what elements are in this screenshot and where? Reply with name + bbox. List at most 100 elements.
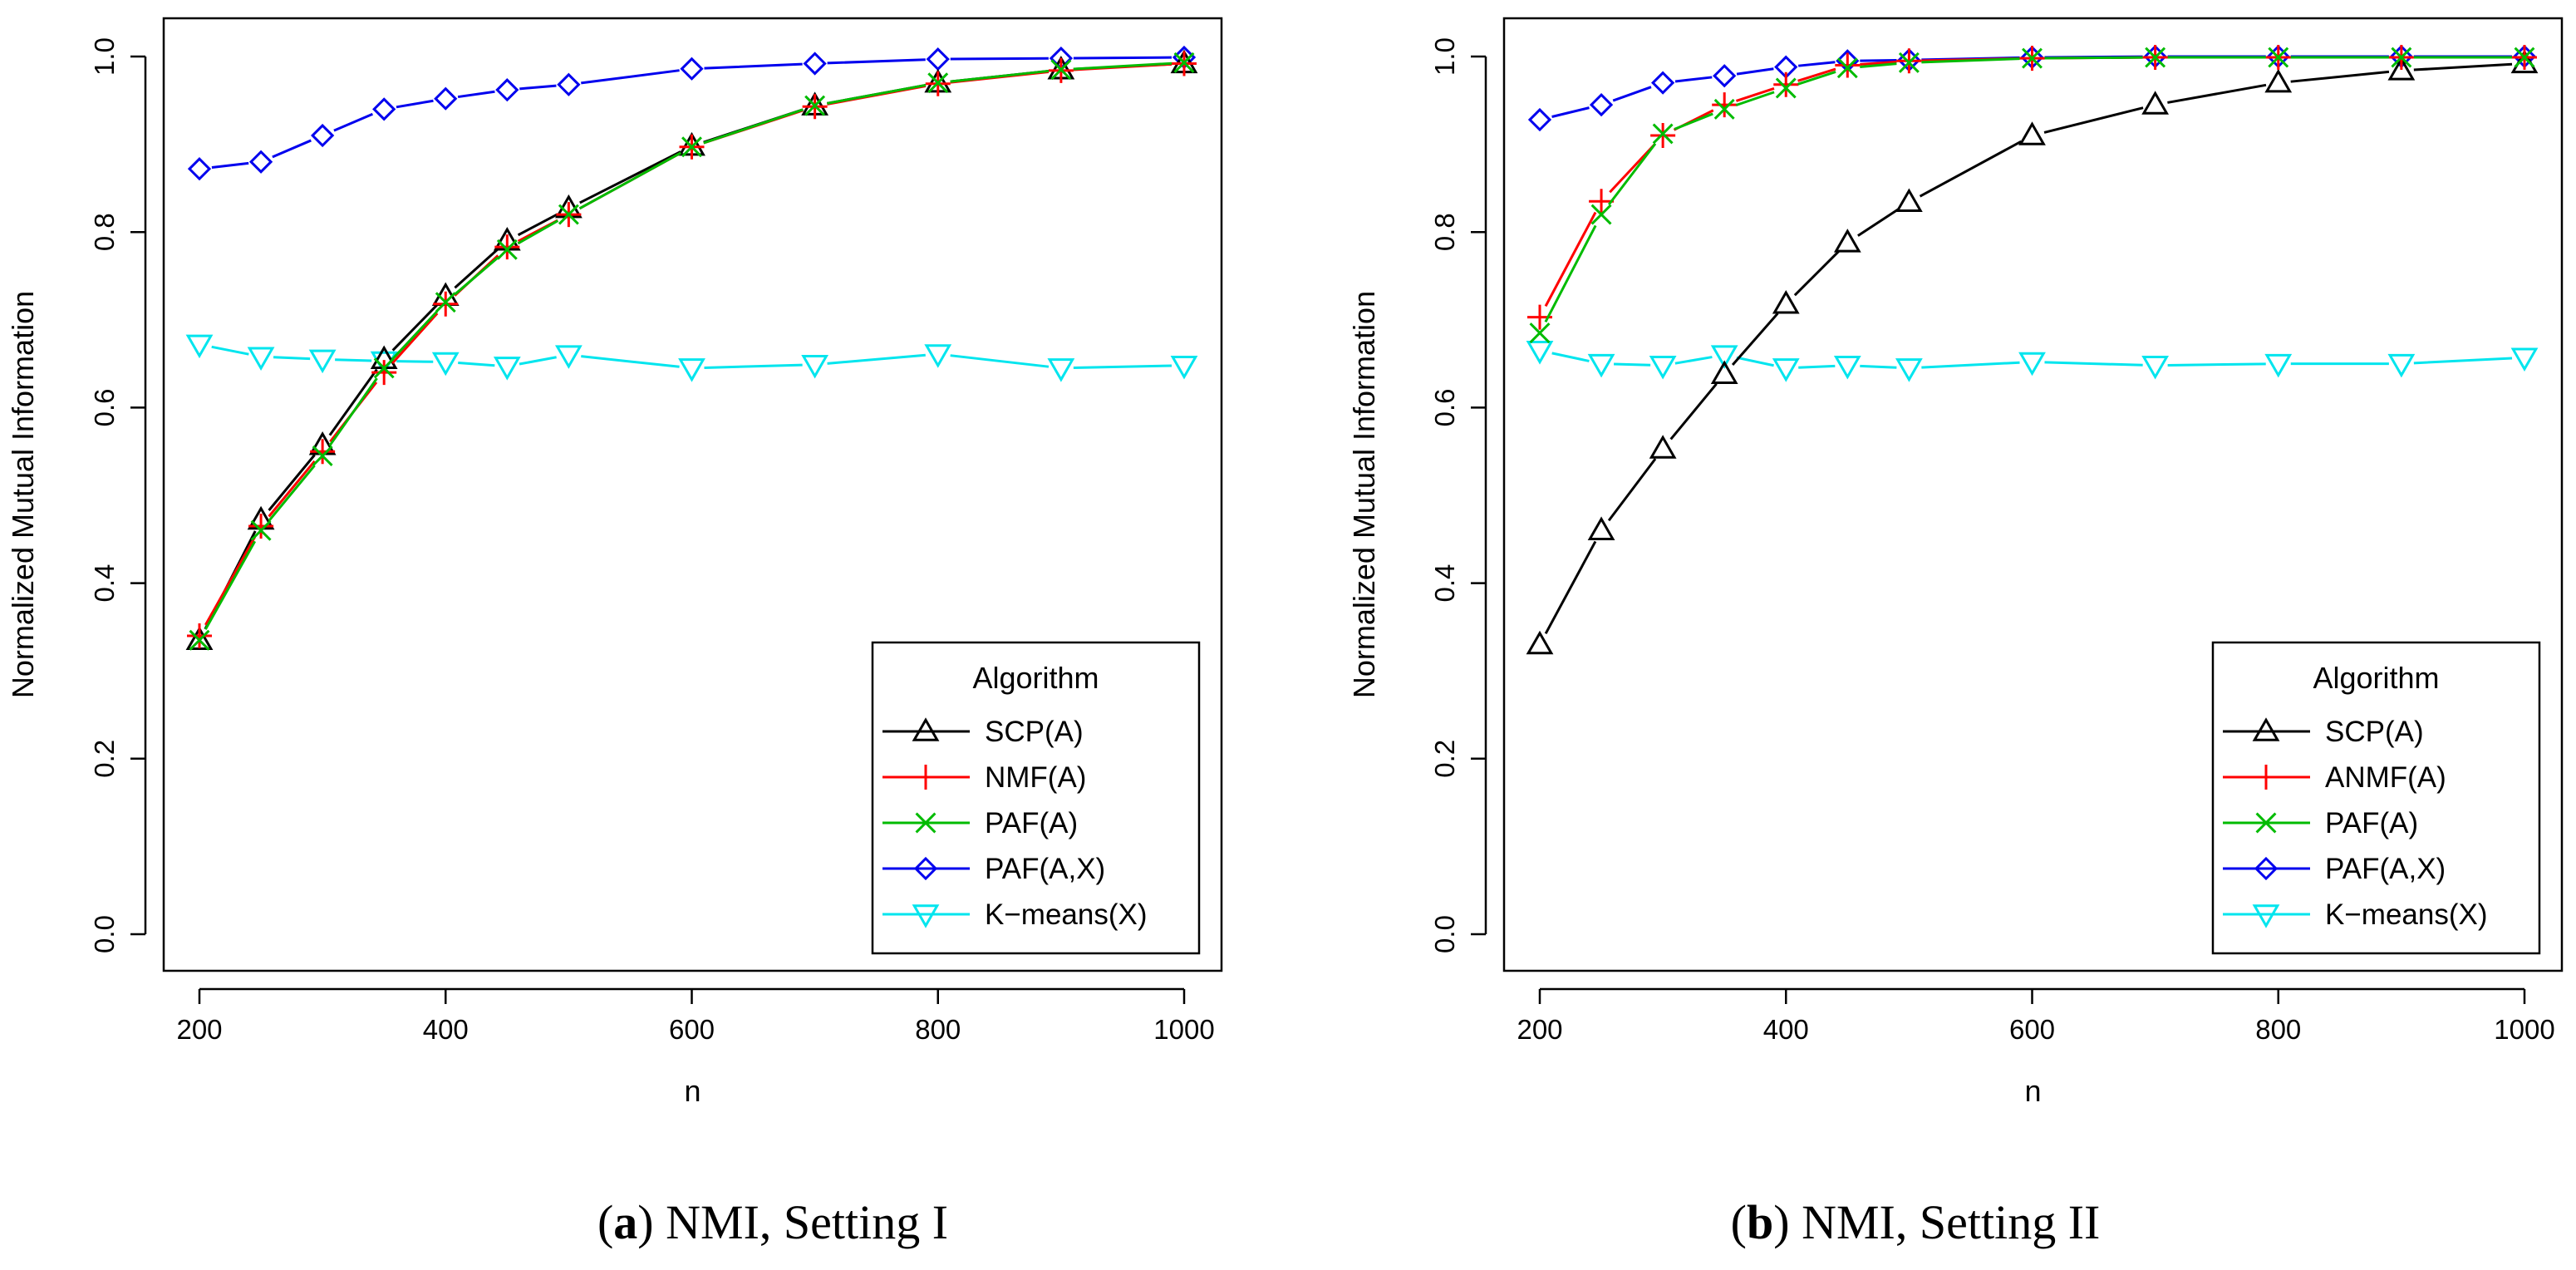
data-point — [434, 86, 458, 111]
legend-item: PAF(A,X) — [882, 853, 1105, 885]
data-point — [248, 513, 274, 539]
legend-label: PAF(A,X) — [985, 853, 1105, 885]
data-point — [2018, 121, 2046, 145]
data-point — [1772, 289, 1800, 314]
data-point — [1649, 435, 1677, 459]
data-point — [2264, 353, 2293, 378]
series-SCP(A) — [1526, 49, 2539, 655]
series-NMF(A) — [187, 51, 1197, 648]
data-point — [496, 239, 518, 260]
series-line — [211, 56, 1172, 169]
data-point — [1587, 353, 1615, 378]
data-point — [1652, 123, 1674, 145]
data-point — [1836, 57, 1858, 79]
caption-letter: a — [613, 1195, 637, 1249]
plot-frame — [162, 17, 1223, 972]
legend-marker — [2255, 812, 2277, 834]
data-point — [312, 445, 333, 466]
data-point — [187, 157, 212, 181]
data-point — [680, 57, 704, 81]
x-tick-label: 400 — [423, 1014, 469, 1045]
x-tick-label: 600 — [669, 1014, 715, 1045]
data-point — [250, 519, 272, 541]
data-point — [557, 72, 581, 96]
series-PAF(A) — [1529, 47, 2535, 344]
y-axis: 0.0 0.2 0.4 0.6 0.8 1.0 — [1429, 37, 1487, 953]
legend-marker — [2254, 765, 2279, 790]
data-point — [2141, 91, 2170, 115]
data-point — [2145, 47, 2166, 68]
y-tick-label: 0.2 — [89, 740, 120, 778]
data-point — [1527, 107, 1552, 132]
data-point — [371, 360, 397, 386]
series-line — [1544, 56, 2512, 308]
series-K−means(X) — [185, 334, 1198, 382]
series-line — [211, 345, 1172, 370]
x-tick-label: 1000 — [2494, 1014, 2554, 1045]
y-axis-label: Normalized Mutual Information — [1347, 291, 1381, 698]
data-point — [1898, 52, 1920, 73]
data-point — [2387, 57, 2416, 81]
y-axis: 0.0 0.2 0.4 0.6 0.8 1.0 — [89, 37, 147, 953]
data-point — [2387, 353, 2416, 378]
data-point — [1587, 516, 1615, 540]
data-point — [2268, 47, 2289, 68]
data-point — [1895, 188, 1923, 212]
legend-label: PAF(A) — [985, 807, 1078, 839]
x-tick-label: 1000 — [1153, 1014, 1214, 1045]
data-point — [185, 626, 214, 650]
data-point — [1773, 71, 1799, 97]
data-point — [927, 72, 949, 94]
data-point — [372, 97, 396, 121]
legend-label: ANMF(A) — [2325, 761, 2446, 794]
legend-marker — [2254, 856, 2279, 881]
legend-item: K−means(X) — [882, 898, 1148, 931]
legend-label: K−means(X) — [2325, 898, 2488, 931]
legend-label: K−means(X) — [985, 898, 1148, 931]
series-line — [1551, 352, 2513, 369]
legend: Algorithm SCP(A) NMF(A) PAF(A) PAF(A,X) K−mea… — [871, 641, 1201, 955]
legend-label: NMF(A) — [985, 761, 1086, 794]
y-tick-label: 0.6 — [1429, 388, 1460, 426]
caption-text: NMI, Setting II — [1802, 1195, 2100, 1249]
data-point — [1651, 71, 1675, 95]
legend: Algorithm SCP(A) ANMF(A) PAF(A) PAF(A,X) K−me… — [2211, 641, 2541, 955]
x-tick-label: 200 — [1517, 1014, 1562, 1045]
data-point — [248, 150, 273, 174]
caption-paren: ( — [597, 1195, 613, 1249]
data-point — [247, 347, 275, 371]
caption-letter: b — [1747, 1195, 1773, 1249]
data-point — [681, 136, 702, 158]
data-point — [554, 345, 583, 369]
data-point — [1775, 77, 1797, 99]
data-point — [1589, 92, 1614, 117]
data-point — [804, 95, 826, 116]
data-point — [1712, 92, 1738, 118]
series-line — [1544, 62, 2513, 635]
series-line — [204, 62, 1172, 630]
legend-marker — [915, 812, 937, 834]
data-point — [2510, 347, 2539, 372]
y-tick-label: 1.0 — [1429, 37, 1460, 76]
caption-text: NMI, Setting I — [666, 1195, 948, 1249]
data-point — [1835, 52, 1861, 78]
data-point — [435, 292, 456, 313]
data-point — [2018, 352, 2046, 377]
x-axis: 200 400 600 800 1000 — [176, 987, 1215, 1045]
legend-marker — [912, 717, 940, 741]
data-point — [187, 623, 212, 648]
legend-item: PAF(A) — [2223, 807, 2418, 839]
caption-paren: ( — [1731, 1195, 1747, 1249]
figure-caption: (a) NMI, Setting I — [597, 1195, 948, 1249]
x-tick-label: 800 — [915, 1014, 961, 1045]
y-tick-label: 0.8 — [89, 213, 120, 251]
data-point — [1713, 98, 1735, 120]
legend-item: ANMF(A) — [2223, 761, 2446, 794]
data-point — [185, 334, 214, 359]
series-PAF(A) — [189, 52, 1195, 651]
series-K−means(X) — [1526, 341, 2539, 382]
data-point — [2141, 356, 2170, 380]
legend-item: NMF(A) — [882, 761, 1086, 794]
data-point — [926, 47, 950, 71]
data-point — [1710, 345, 1738, 369]
